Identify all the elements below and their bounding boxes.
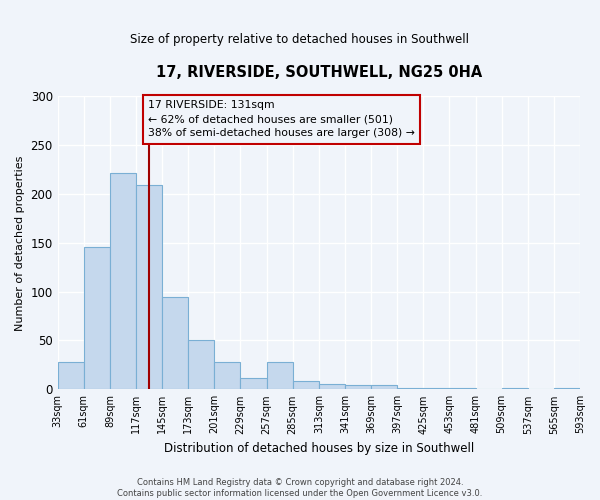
Bar <box>449 388 476 390</box>
Bar <box>162 296 188 390</box>
Bar <box>371 386 397 390</box>
Bar <box>214 362 241 390</box>
Text: Contains HM Land Registry data © Crown copyright and database right 2024.
Contai: Contains HM Land Registry data © Crown c… <box>118 478 482 498</box>
Bar <box>84 247 110 390</box>
Y-axis label: Number of detached properties: Number of detached properties <box>15 155 25 330</box>
Bar <box>188 340 214 390</box>
Bar <box>502 388 528 390</box>
Text: Size of property relative to detached houses in Southwell: Size of property relative to detached ho… <box>131 32 470 46</box>
Bar <box>345 386 371 390</box>
Bar <box>293 382 319 390</box>
Bar <box>266 362 293 390</box>
X-axis label: Distribution of detached houses by size in Southwell: Distribution of detached houses by size … <box>164 442 474 455</box>
Bar <box>554 388 580 390</box>
Bar <box>241 378 266 390</box>
Bar <box>58 362 84 390</box>
Bar <box>423 388 449 390</box>
Bar <box>397 388 424 390</box>
Text: 17 RIVERSIDE: 131sqm
← 62% of detached houses are smaller (501)
38% of semi-deta: 17 RIVERSIDE: 131sqm ← 62% of detached h… <box>148 100 415 138</box>
Bar <box>136 186 162 390</box>
Bar <box>110 172 136 390</box>
Title: 17, RIVERSIDE, SOUTHWELL, NG25 0HA: 17, RIVERSIDE, SOUTHWELL, NG25 0HA <box>156 65 482 80</box>
Bar <box>319 384 345 390</box>
